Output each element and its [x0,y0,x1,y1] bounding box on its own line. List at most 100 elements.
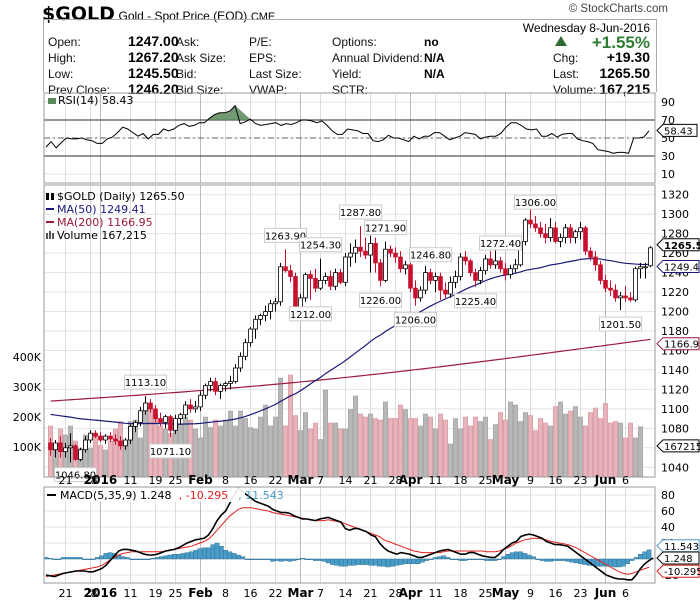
candle [133,420,138,433]
volume-bar [238,410,243,478]
volume-bar [248,427,253,478]
macd-last-tag-histogram [656,539,700,553]
macd-last-tag-signal [656,564,700,578]
macd-histogram-bar [94,557,100,560]
macd-legend-part: MACD(5,35,9) 1.248 [60,489,172,502]
x-tick-label: 16 [244,587,258,600]
volume-bar [373,418,378,478]
candle-body [353,246,358,254]
macd-last-value-histogram: 11.543 [664,542,699,553]
macd-histogram-bar [394,558,400,566]
candle [48,438,53,456]
volume-bar [308,428,313,478]
macd-histogram-bar [424,558,429,561]
candle [578,221,583,240]
candle [428,268,433,285]
macd-histogram-bar [133,558,139,561]
candle [113,434,118,445]
volume-bar [403,409,408,478]
candle [548,218,553,242]
candle-body [468,260,473,274]
macd-histogram-bar [514,551,519,560]
candle-body [303,274,308,299]
macd-histogram-bar [236,554,241,560]
candle [358,226,363,258]
candle [158,412,163,427]
volume-bar [508,401,513,478]
candle-body [338,272,343,283]
quote-value-v4-2: N/A [424,67,445,81]
candle-body [368,242,373,256]
macd-histogram-bar [206,547,211,560]
macd-histogram-bar [266,558,271,561]
ma50-line [50,257,651,425]
last-value-tag-volume [656,439,700,453]
volume-bar [613,421,618,478]
copyright[interactable]: © StockCharts.com [568,3,668,15]
candle [608,280,613,296]
macd-histogram-bar [407,558,412,564]
candle-body [293,276,298,309]
candle-body [108,435,113,440]
candlestick-icon [46,193,49,200]
candle-body [73,445,78,460]
x-tick-label: 25 [479,587,493,600]
x-tick-label: 28 [84,587,98,600]
macd-histogram-bar [278,558,284,562]
macd-histogram-bar [462,558,468,561]
x-tick-label: 19 [149,474,163,487]
x-tick-label: 19 [149,587,163,600]
price-annotation-box [364,220,407,236]
candle [558,233,563,248]
quote-label-l3-1: EPS: [249,51,277,65]
quote-right-value-0: +19.30 [606,49,650,65]
candle-body [83,439,88,451]
macd-histogram-bar [475,558,481,561]
volume-bars-icon [49,231,51,239]
quote-label-l4-2: Yield: [332,67,362,81]
candle [563,223,568,244]
candle-body [488,258,493,266]
macd-histogram-bar [390,558,395,567]
macd-legend-bg [45,488,245,502]
candle-body [333,272,338,287]
exchange: CME [250,11,276,23]
candle [353,239,358,263]
candle [423,265,428,295]
macd-histogram-bar [385,558,391,568]
macd-histogram-bar [90,558,96,561]
volume-bar [633,437,638,478]
candle-body [628,297,633,301]
candle [598,260,603,285]
x-tick-label: 16 [549,474,563,487]
macd-histogram-bar [193,550,199,560]
price-legend-item: Volume 167,215 [57,229,147,242]
candle [68,433,73,463]
macd-histogram-bar [420,558,425,563]
candle [593,251,598,271]
macd-histogram-bar [159,556,164,560]
volume-bar [323,389,328,478]
candle [328,270,333,291]
volume-bar [433,428,438,478]
macd-histogram-bar [441,555,447,560]
macd-histogram-bar [154,557,160,560]
price-legend-item: $GOLD (Daily) 1265.50 [57,190,185,203]
candle-body [133,422,138,427]
candle-body [253,318,258,330]
quote-right-value-1: 1265.50 [599,65,650,81]
volume-bar [288,374,293,478]
candle [173,414,178,435]
macd-histogram-bar [625,558,630,564]
macd-histogram-bar [535,558,541,561]
candle [188,399,193,413]
volume-bar [553,406,558,478]
candle-body [98,435,103,441]
candle [73,443,78,461]
x-tick-label: 6 [622,474,629,487]
price-y-tick: 1280 [661,228,689,241]
candle [398,251,403,273]
volume-y-tick: 100K [13,441,42,454]
x-tick-label: 6 [622,587,629,600]
